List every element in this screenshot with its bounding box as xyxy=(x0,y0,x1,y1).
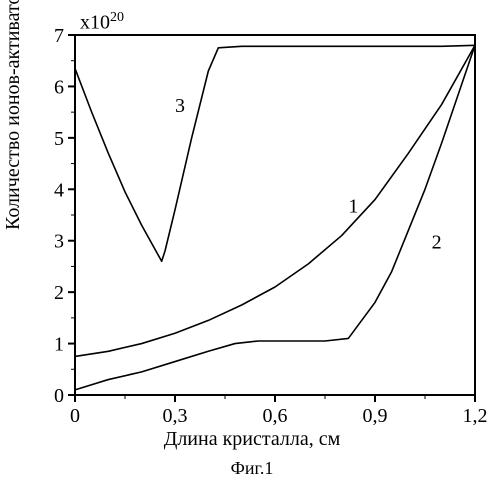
exponent-power: 20 xyxy=(110,10,124,25)
figure: x1020 Количество ионов-активаторов в см-… xyxy=(0,0,504,500)
y-exponent-label: x1020 xyxy=(80,10,124,35)
figure-caption: Фиг.1 xyxy=(0,458,504,479)
x-tick-label: 0,3 xyxy=(163,405,188,427)
y-tick-label: 4 xyxy=(54,179,64,201)
x-tick-label: 0,9 xyxy=(363,405,388,427)
y-tick-label: 5 xyxy=(54,128,64,150)
y-axis-label: Количество ионов-активаторов в см-3 xyxy=(2,0,25,230)
x-tick-label: 0,6 xyxy=(263,405,288,427)
x-tick-label: 1,2 xyxy=(463,405,488,427)
series-curve2 xyxy=(75,45,475,390)
series-label-curve2: 2 xyxy=(432,231,442,253)
y-tick-label: 0 xyxy=(54,385,64,407)
y-tick-label: 1 xyxy=(54,334,64,356)
x-tick-label: 0 xyxy=(70,405,80,427)
chart-svg: 0 0,3 0,6 0,9 1,2 0 1 2 3 4 5 6 7 1 2 3 xyxy=(0,0,504,500)
series-label-curve1: 1 xyxy=(348,195,358,217)
series-curve1 xyxy=(75,45,475,356)
exponent-prefix: x10 xyxy=(80,12,110,34)
series-label-curve3: 3 xyxy=(175,95,185,117)
y-tick-label: 2 xyxy=(54,282,64,304)
y-tick-label: 6 xyxy=(54,76,64,98)
y-tick-label: 3 xyxy=(54,231,64,253)
y-tick-label: 7 xyxy=(54,25,64,47)
series-curve3 xyxy=(75,45,475,261)
x-axis-label: Длина кристалла, см xyxy=(0,428,504,451)
